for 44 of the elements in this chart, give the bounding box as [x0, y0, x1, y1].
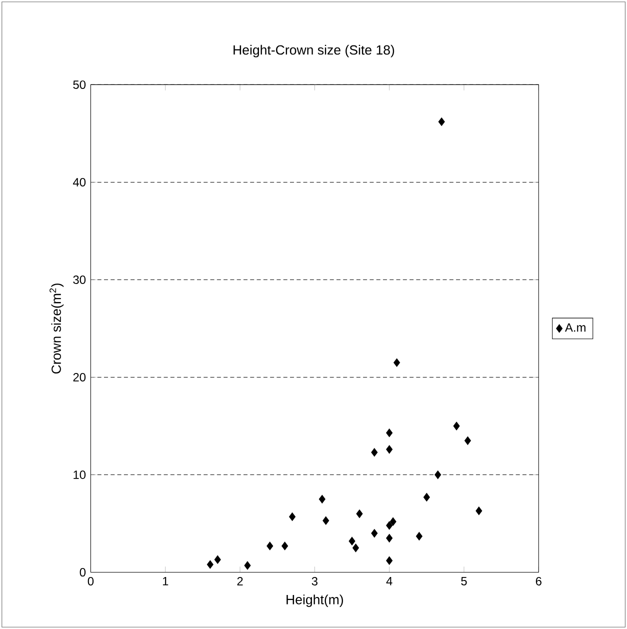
x-tick-label: 1	[162, 576, 168, 586]
point	[434, 470, 442, 480]
point	[352, 544, 359, 552]
y-axis-title: Crown size(m$^{2}$)	[50, 284, 64, 374]
point	[214, 555, 221, 564]
point	[206, 560, 214, 569]
point	[476, 506, 482, 516]
point	[322, 516, 330, 525]
y-tick-label: 10	[74, 470, 86, 480]
x-tick-label: 5	[461, 576, 467, 586]
point	[386, 445, 393, 454]
point	[282, 542, 288, 550]
y-tick-label: 40	[72, 178, 86, 186]
point	[386, 521, 393, 530]
point	[386, 534, 393, 542]
point	[356, 510, 363, 518]
x-axis-title: Height(m)	[286, 594, 343, 607]
point	[288, 512, 296, 521]
chart-title: Height-Crown size (Site 18)	[234, 44, 394, 58]
point	[464, 436, 471, 445]
point	[453, 422, 460, 430]
x-tick-label: 2	[237, 576, 243, 586]
y-tick-label: 30	[73, 275, 86, 284]
point	[371, 529, 378, 538]
point	[386, 556, 393, 565]
x-tick-label: 6	[536, 576, 542, 586]
point	[416, 532, 422, 540]
x-tick-label: 0	[88, 576, 94, 586]
x-tick-label: 4	[386, 576, 392, 586]
point	[393, 358, 400, 367]
point	[266, 542, 274, 550]
y-tick-label: 20	[73, 373, 86, 382]
point	[371, 448, 378, 457]
legend-label: A.m	[564, 323, 586, 332]
y-tick-label: 50	[73, 80, 86, 89]
point	[386, 428, 393, 438]
point	[390, 517, 396, 526]
point	[348, 536, 356, 546]
y-tick-label: 0	[80, 568, 86, 577]
point	[244, 561, 251, 570]
point	[438, 117, 445, 126]
point	[318, 494, 326, 504]
point	[423, 492, 430, 502]
x-tick-label: 3	[312, 576, 318, 586]
